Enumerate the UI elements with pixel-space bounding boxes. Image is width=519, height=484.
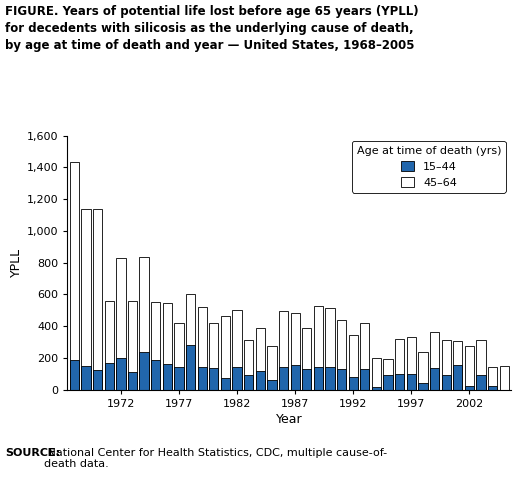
Bar (291, 365, 300, 390)
Bar (302, 369, 311, 390)
Bar (302, 329, 311, 390)
Bar (384, 375, 393, 390)
Bar (430, 333, 439, 390)
Bar (186, 294, 195, 390)
Bar (349, 335, 358, 390)
Bar (209, 368, 218, 390)
Bar (256, 329, 265, 390)
Bar (174, 323, 184, 390)
Bar (81, 210, 91, 390)
Bar (476, 340, 486, 390)
Bar (233, 310, 242, 390)
Bar (221, 378, 230, 390)
Bar (151, 302, 160, 390)
Bar (488, 367, 497, 390)
Bar (372, 387, 381, 390)
Bar (395, 339, 404, 390)
X-axis label: Year: Year (276, 413, 303, 426)
Bar (314, 366, 323, 390)
Bar (70, 162, 79, 390)
Bar (93, 210, 102, 390)
Bar (93, 370, 102, 390)
Bar (360, 369, 370, 390)
Bar (279, 367, 288, 390)
Bar (442, 375, 451, 390)
Bar (360, 323, 370, 390)
Bar (186, 345, 195, 390)
Bar (291, 313, 300, 390)
Bar (151, 360, 160, 390)
Bar (174, 366, 184, 390)
Bar (337, 320, 346, 390)
Text: FIGURE. Years of potential life lost before age 65 years (YPLL)
for decedents wi: FIGURE. Years of potential life lost bef… (5, 5, 419, 52)
Bar (105, 363, 114, 390)
Bar (81, 366, 91, 390)
Bar (314, 306, 323, 390)
Bar (279, 311, 288, 390)
Bar (465, 346, 474, 390)
Bar (244, 375, 253, 390)
Bar (430, 368, 439, 390)
Bar (453, 341, 462, 390)
Bar (476, 375, 486, 390)
Bar (163, 364, 172, 390)
Bar (128, 302, 137, 390)
Bar (453, 365, 462, 390)
Bar (407, 337, 416, 390)
Bar (465, 386, 474, 390)
Bar (105, 302, 114, 390)
Bar (116, 358, 126, 390)
Bar (349, 377, 358, 390)
Text: National Center for Health Statistics, CDC, multiple cause-of-
death data.: National Center for Health Statistics, C… (44, 448, 387, 469)
Bar (70, 360, 79, 390)
Bar (325, 308, 335, 390)
Bar (256, 371, 265, 390)
Bar (418, 351, 428, 390)
Bar (325, 366, 335, 390)
Bar (233, 367, 242, 390)
Bar (209, 323, 218, 390)
Bar (198, 307, 207, 390)
Bar (337, 369, 346, 390)
Bar (140, 257, 149, 390)
Bar (488, 386, 497, 390)
Legend: 15–44, 45–64: 15–44, 45–64 (352, 141, 506, 193)
Bar (500, 366, 509, 390)
Bar (116, 258, 126, 390)
Bar (267, 346, 277, 390)
Bar (267, 380, 277, 390)
Bar (221, 316, 230, 390)
Bar (244, 340, 253, 390)
Bar (418, 383, 428, 390)
Bar (442, 340, 451, 390)
Bar (128, 372, 137, 390)
Y-axis label: YPLL: YPLL (10, 248, 23, 277)
Bar (395, 374, 404, 390)
Bar (198, 366, 207, 390)
Text: SOURCE:: SOURCE: (5, 448, 60, 458)
Bar (140, 352, 149, 390)
Bar (407, 374, 416, 390)
Bar (372, 358, 381, 390)
Bar (384, 359, 393, 390)
Bar (163, 303, 172, 390)
